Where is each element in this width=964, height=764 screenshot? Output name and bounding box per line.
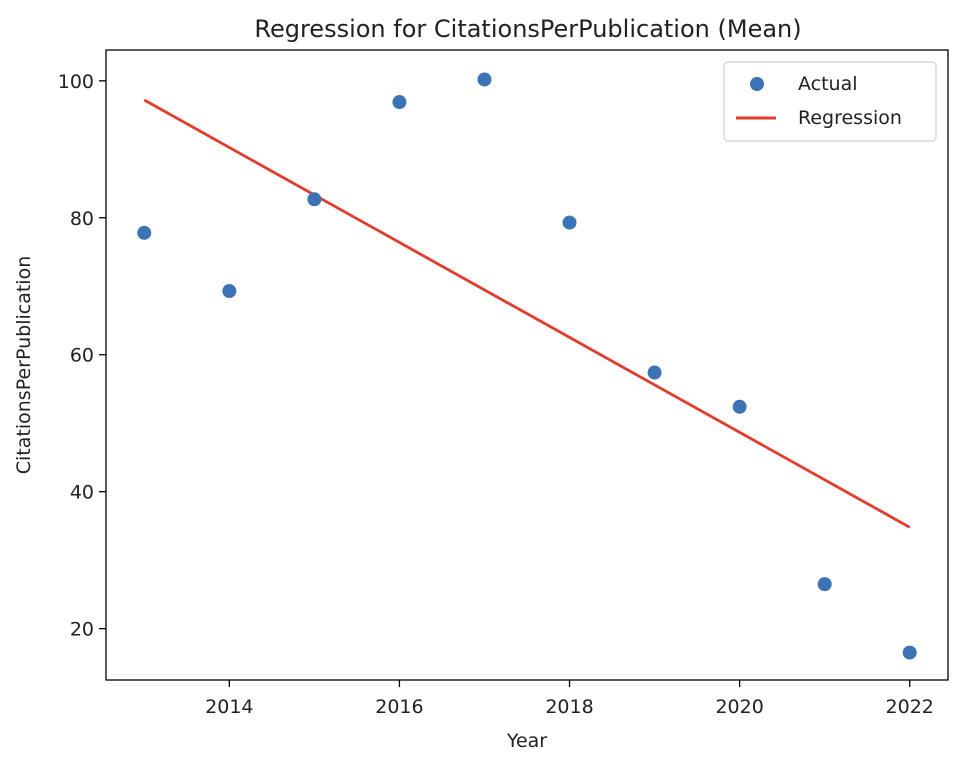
- actual-point: [647, 365, 662, 380]
- chart-title: Regression for CitationsPerPublication (…: [254, 15, 801, 43]
- x-tick-label: 2016: [375, 696, 423, 718]
- actual-point: [137, 225, 152, 240]
- actual-point: [562, 215, 577, 230]
- actual-points-layer: [137, 72, 917, 660]
- y-axis-title: CitationsPerPublication: [13, 256, 35, 474]
- actual-point: [817, 577, 832, 592]
- plot-area: [105, 49, 949, 681]
- x-tick-label: 2014: [205, 696, 253, 718]
- y-axis: 20 40 60 80 100: [58, 71, 106, 641]
- y-tick-label: 80: [70, 208, 94, 230]
- actual-point: [732, 399, 747, 414]
- actual-point: [307, 192, 322, 207]
- legend: Actual Regression: [723, 61, 937, 142]
- regression-line-layer: [143, 98, 911, 529]
- y-tick-label: 60: [70, 345, 94, 367]
- y-tick-label: 20: [70, 619, 94, 641]
- x-tick-label: 2018: [545, 696, 593, 718]
- actual-point: [477, 72, 492, 87]
- legend-actual-marker: [750, 77, 764, 91]
- x-tick-label: 2022: [886, 696, 934, 718]
- y-tick-label: 40: [70, 482, 94, 504]
- actual-point: [902, 645, 917, 660]
- legend-regression-label: Regression: [798, 107, 902, 129]
- x-axis-title: Year: [506, 730, 547, 752]
- regression-line: [143, 98, 911, 529]
- actual-point: [222, 284, 237, 299]
- y-tick-label: 100: [58, 71, 94, 93]
- x-tick-label: 2020: [715, 696, 763, 718]
- actual-point: [392, 95, 407, 110]
- x-axis: 2014 2016 2018 2020 2022: [205, 680, 934, 718]
- legend-actual-label: Actual: [798, 73, 858, 95]
- legend-box: [723, 61, 937, 142]
